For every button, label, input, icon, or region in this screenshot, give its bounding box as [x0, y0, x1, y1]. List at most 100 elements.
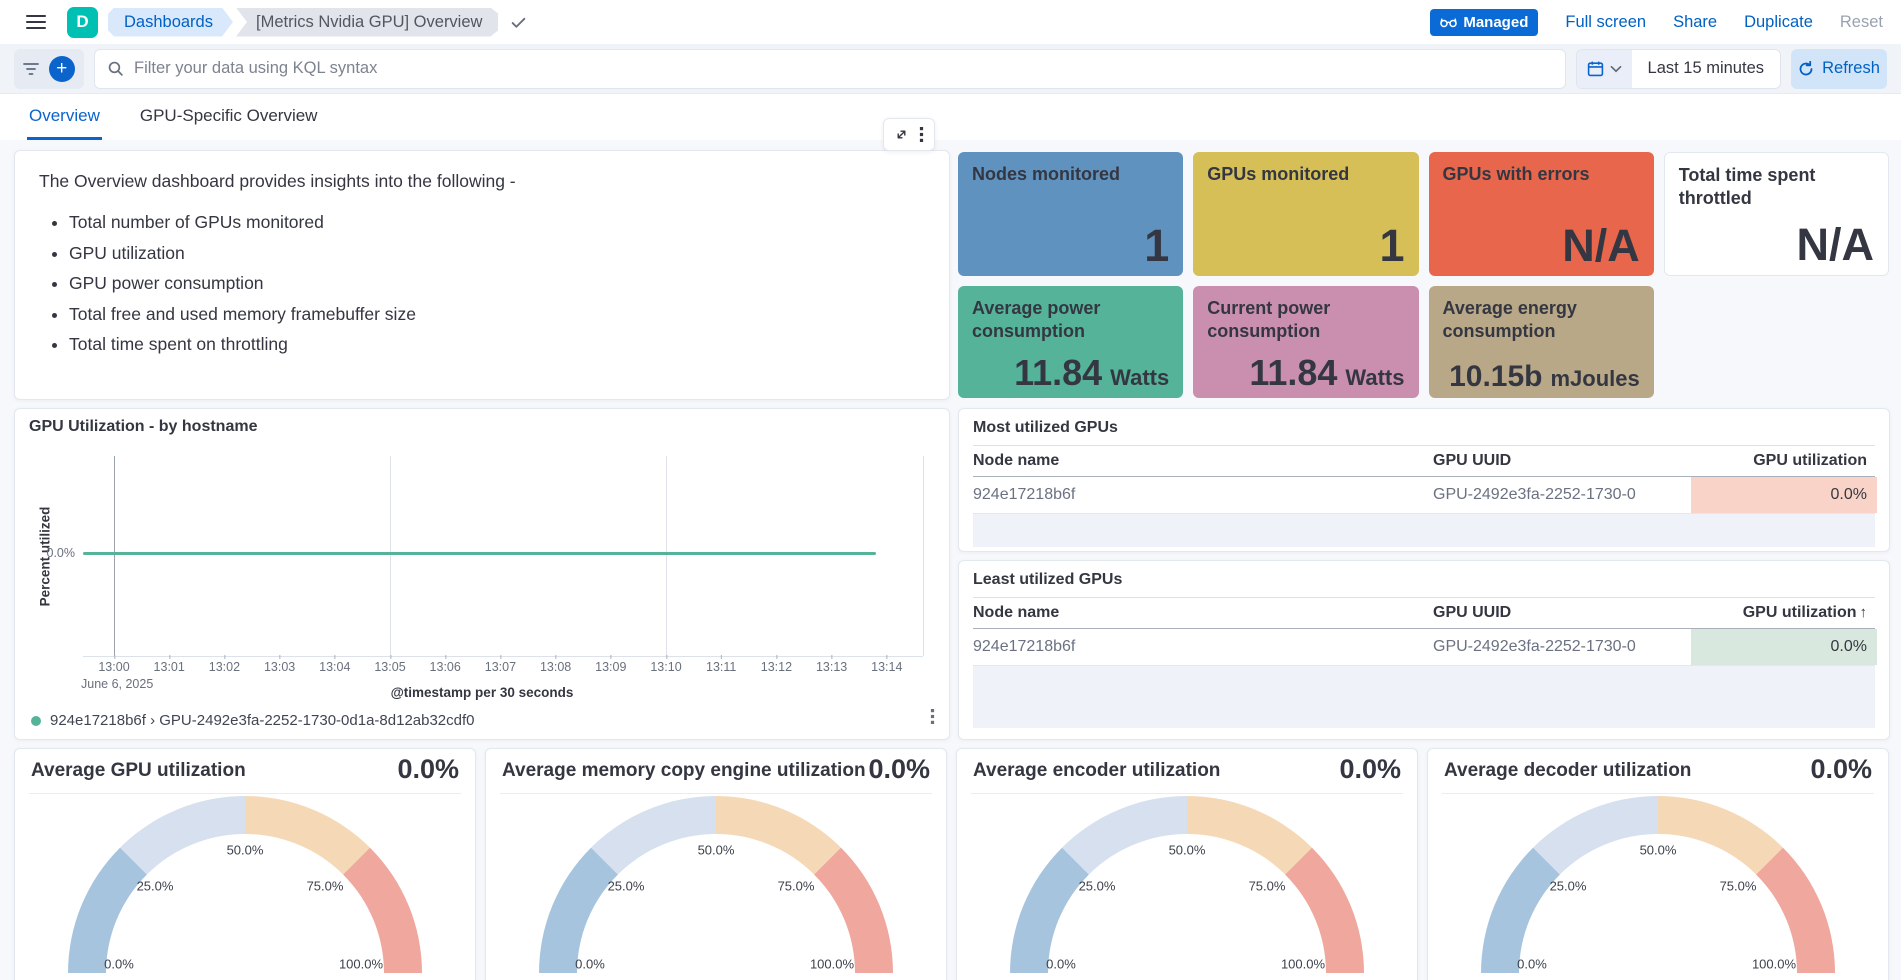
- header-actions: Managed Full screen Share Duplicate Rese…: [1430, 8, 1883, 36]
- column-header-gpu-uuid[interactable]: GPU UUID: [1433, 604, 1512, 621]
- breadcrumb-current[interactable]: [Metrics Nvidia GPU] Overview: [236, 8, 498, 37]
- time-range-value[interactable]: Last 15 minutes: [1647, 59, 1764, 77]
- column-header-node-name[interactable]: Node name: [973, 452, 1060, 469]
- gauge-tick: 100.0%: [1751, 956, 1797, 972]
- tile-value: N/A: [1796, 219, 1875, 270]
- add-filter-button[interactable]: +: [48, 55, 75, 82]
- divider: [500, 793, 932, 794]
- tile-gpus-with-errors[interactable]: GPUs with errors N/A: [1428, 152, 1654, 276]
- x-axis-tick: 13:11: [706, 655, 737, 674]
- refresh-button[interactable]: Refresh: [1791, 48, 1887, 89]
- legend-options-icon[interactable]: [930, 709, 935, 724]
- gauge-tick: 100.0%: [809, 956, 855, 972]
- gauge-tick: 25.0%: [1078, 878, 1116, 894]
- tile-value: 11.84: [1249, 352, 1338, 393]
- breadcrumb-dashboards[interactable]: Dashboards: [108, 8, 233, 37]
- tile-average-energy[interactable]: Average energy consumption 10.15b mJoule…: [1428, 286, 1654, 398]
- divider: [29, 793, 461, 794]
- average-decoder-utilization-gauge-panel: Average decoder utilization 0.0% 0.0% 25…: [1427, 748, 1889, 980]
- tile-title: Average power consumption: [972, 298, 1101, 341]
- overview-markdown-panel: The Overview dashboard provides insights…: [14, 150, 950, 400]
- gauge-tick: 75.0%: [1719, 878, 1757, 894]
- markdown-bullet: Total time spent on throttling: [69, 334, 925, 355]
- empty-row-stripe: [973, 514, 1875, 547]
- refresh-icon: [1798, 60, 1814, 77]
- tile-gpus-monitored[interactable]: GPUs monitored 1: [1193, 152, 1419, 276]
- gauges-row: Average GPU utilization 0.0% 0.0% 25.0% …: [14, 748, 1889, 980]
- tile-total-time-throttled[interactable]: Total time spent throttled N/A: [1663, 152, 1889, 276]
- tile-unit: Watts: [1345, 365, 1405, 390]
- cell-gpu-utilization: 0.0%: [1691, 629, 1877, 665]
- search-icon: [107, 60, 124, 77]
- table-row[interactable]: 924e17218b6f GPU-2492e3fa-2252-1730-0 0.…: [973, 477, 1877, 514]
- full-screen-button[interactable]: Full screen: [1565, 12, 1647, 31]
- gauge-tick: 0.0%: [575, 956, 605, 972]
- gauge-arc: 0.0% 25.0% 50.0% 75.0% 100.0%: [539, 796, 893, 973]
- tile-current-power[interactable]: Current power consumption 11.84 Watts: [1193, 286, 1419, 398]
- filter-controls-group: +: [14, 48, 84, 89]
- gauge-arc: 0.0% 25.0% 50.0% 75.0% 100.0%: [68, 796, 422, 973]
- gridline: [923, 456, 924, 656]
- x-axis-tick: 13:02: [208, 655, 241, 674]
- column-header-gpu-uuid[interactable]: GPU UUID: [1433, 452, 1512, 469]
- gridline: [390, 456, 391, 656]
- x-axis-title: @timestamp per 30 seconds: [390, 685, 574, 700]
- tile-title: Nodes monitored: [972, 164, 1121, 184]
- column-header-gpu-utilization[interactable]: GPU utilization ↑: [1691, 604, 1877, 622]
- utilization-series-line[interactable]: [83, 552, 876, 555]
- duplicate-button[interactable]: Duplicate: [1744, 12, 1813, 31]
- cell-gpu-uuid: GPU-2492e3fa-2252-1730-0: [1433, 486, 1636, 503]
- chart-y-tick: 0.0%: [46, 546, 76, 560]
- markdown-intro-text: The Overview dashboard provides insights…: [39, 171, 516, 191]
- x-axis-tick: 13:05: [374, 655, 406, 674]
- chart-legend[interactable]: 924e17218b6f › GPU-2492e3fa-2252-1730-0d…: [31, 712, 475, 729]
- gauge-tick: 50.0%: [226, 842, 264, 858]
- glasses-icon: [1440, 16, 1458, 28]
- managed-badge[interactable]: Managed: [1430, 8, 1539, 36]
- gauge-title: Average GPU utilization: [31, 760, 246, 781]
- filter-icon[interactable]: [23, 62, 40, 76]
- gpu-utilization-chart-panel: GPU Utilization - by hostname Percent ut…: [14, 408, 950, 740]
- space-avatar[interactable]: D: [67, 6, 98, 38]
- x-axis-tick: 13:09: [595, 655, 627, 674]
- column-header-gpu-utilization[interactable]: GPU utilization: [1753, 452, 1867, 469]
- tab-gpu-specific-overview[interactable]: GPU-Specific Overview: [139, 105, 318, 125]
- gauge-arc: 0.0% 25.0% 50.0% 75.0% 100.0%: [1010, 796, 1364, 973]
- table-row[interactable]: 924e17218b6f GPU-2492e3fa-2252-1730-0 0.…: [973, 629, 1877, 666]
- kql-search-box: [94, 48, 1566, 89]
- gridline: [666, 456, 667, 656]
- quick-select-button[interactable]: [1576, 49, 1632, 88]
- column-header-node-name[interactable]: Node name: [973, 604, 1060, 621]
- kql-filter-input[interactable]: [134, 59, 1553, 78]
- x-axis-tick: 13:12: [760, 655, 793, 674]
- gauge-tick: 100.0%: [1280, 956, 1326, 972]
- tile-nodes-monitored[interactable]: Nodes monitored 1: [958, 152, 1184, 276]
- expand-panel-icon[interactable]: [894, 127, 909, 142]
- gauge-tick: 0.0%: [1517, 956, 1547, 972]
- panel-hover-toolbar: [883, 118, 935, 151]
- panel-options-icon[interactable]: [919, 127, 924, 142]
- table-header-row: Node name GPU UUID GPU utilization: [973, 445, 1875, 477]
- menu-icon[interactable]: [26, 15, 46, 29]
- table-title: Most utilized GPUs: [973, 419, 1118, 436]
- tile-title: GPUs monitored: [1207, 164, 1350, 184]
- time-range-picker: Last 15 minutes: [1575, 48, 1781, 89]
- breadcrumb: Dashboards [Metrics Nvidia GPU] Overview: [108, 8, 527, 37]
- tab-overview[interactable]: Overview: [27, 94, 102, 140]
- dashboard-tab-bar: Overview GPU-Specific Overview: [0, 94, 1901, 140]
- markdown-bullet: Total free and used memory framebuffer s…: [69, 304, 925, 325]
- legend-series-label[interactable]: 924e17218b6f › GPU-2492e3fa-2252-1730-0d…: [50, 712, 475, 729]
- divider: [1442, 793, 1874, 794]
- gauge-tick: 75.0%: [1248, 878, 1286, 894]
- tile-title: Current power consumption: [1207, 298, 1331, 341]
- managed-badge-label: Managed: [1463, 13, 1529, 31]
- x-axis-tick: 13:14: [871, 655, 903, 674]
- x-axis-line: [83, 656, 923, 657]
- reset-button[interactable]: Reset: [1839, 12, 1883, 31]
- tile-title: Total time spent throttled: [1678, 165, 1816, 208]
- markdown-bullet: Total number of GPUs monitored: [69, 212, 925, 233]
- query-bar: + Last 15 minutes Refresh: [0, 44, 1901, 94]
- share-button[interactable]: Share: [1673, 12, 1718, 31]
- tile-average-power[interactable]: Average power consumption 11.84 Watts: [958, 286, 1184, 398]
- markdown-bullet: GPU utilization: [69, 243, 925, 264]
